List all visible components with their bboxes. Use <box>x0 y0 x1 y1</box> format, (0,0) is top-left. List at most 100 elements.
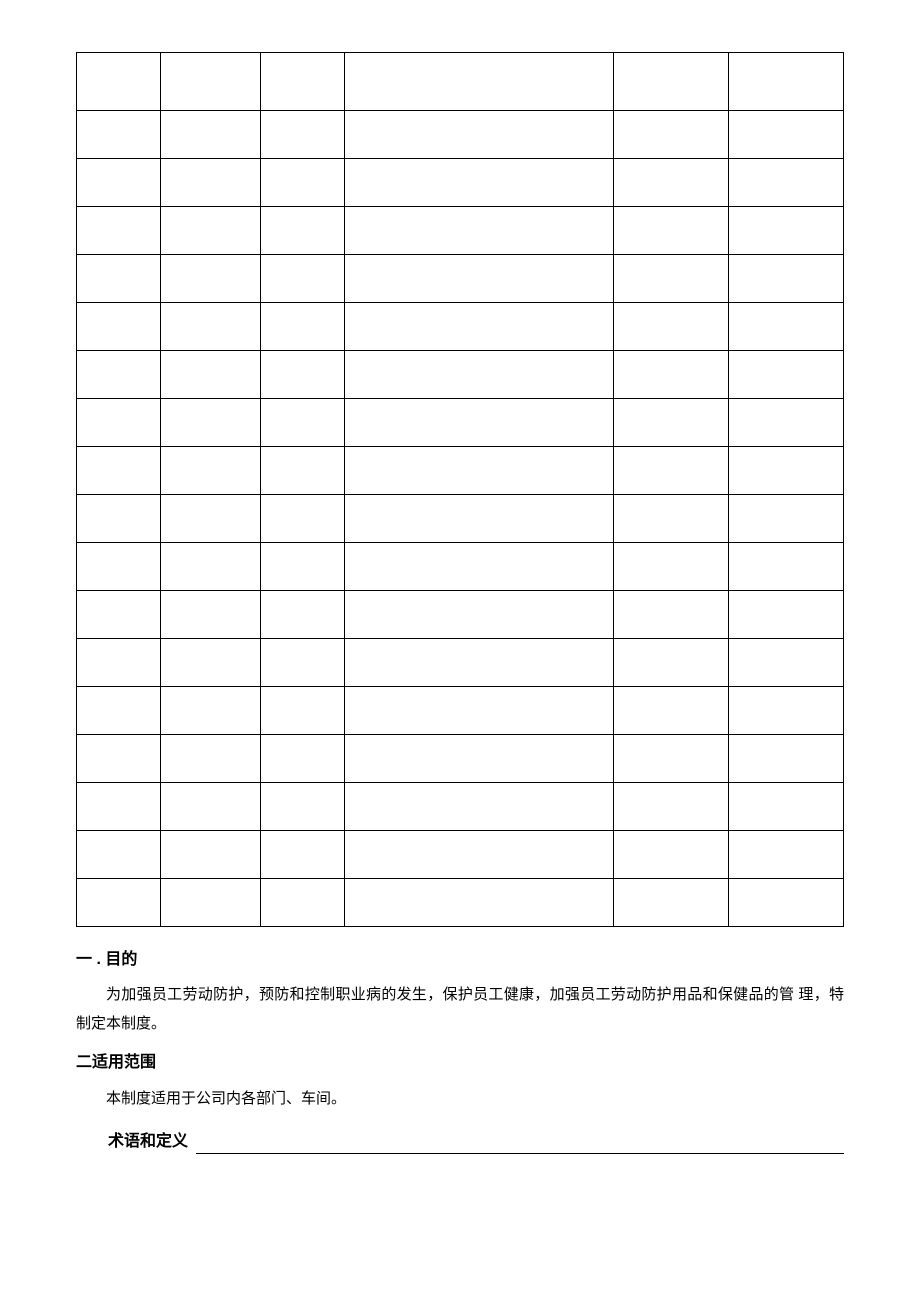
table-cell <box>261 735 345 783</box>
table-cell <box>345 447 613 495</box>
table-cell <box>77 399 161 447</box>
table-cell <box>613 879 728 927</box>
table-cell <box>613 351 728 399</box>
table-row <box>77 831 844 879</box>
table-cell <box>261 543 345 591</box>
table-cell <box>161 303 261 351</box>
table-cell <box>345 351 613 399</box>
table-cell <box>345 687 613 735</box>
table-cell <box>161 351 261 399</box>
table-cell <box>728 207 843 255</box>
table-cell <box>345 495 613 543</box>
table-cell <box>77 543 161 591</box>
table-cell <box>728 351 843 399</box>
table-cell <box>261 783 345 831</box>
table-cell <box>728 783 843 831</box>
table-cell <box>345 159 613 207</box>
table-row <box>77 879 844 927</box>
table-cell <box>345 53 613 111</box>
table-cell <box>261 879 345 927</box>
table-row <box>77 159 844 207</box>
table-cell <box>161 255 261 303</box>
table-cell <box>345 303 613 351</box>
table-cell <box>728 255 843 303</box>
table-cell <box>77 447 161 495</box>
table-cell <box>345 111 613 159</box>
empty-table <box>76 52 844 927</box>
section-2-body: 本制度适用于公司内各部门、车间。 <box>76 1085 844 1114</box>
section-1-body: 为加强员工劳动防护，预防和控制职业病的发生，保护员工健康，加强员工劳动防护用品和… <box>76 981 844 1038</box>
table-cell <box>613 207 728 255</box>
table-cell <box>345 255 613 303</box>
table-cell <box>77 639 161 687</box>
table-cell <box>728 831 843 879</box>
table-cell <box>345 783 613 831</box>
table-cell <box>261 447 345 495</box>
table-cell <box>161 399 261 447</box>
table-row <box>77 495 844 543</box>
table-cell <box>77 303 161 351</box>
table-cell <box>728 111 843 159</box>
table-row <box>77 639 844 687</box>
table-cell <box>77 783 161 831</box>
table-cell <box>77 255 161 303</box>
table-cell <box>77 207 161 255</box>
table-cell <box>77 831 161 879</box>
table-row <box>77 207 844 255</box>
table-cell <box>728 735 843 783</box>
table-cell <box>261 495 345 543</box>
table-cell <box>613 783 728 831</box>
table-cell <box>345 543 613 591</box>
table-cell <box>613 735 728 783</box>
table-cell <box>613 639 728 687</box>
table-body <box>77 53 844 927</box>
table-cell <box>345 399 613 447</box>
table-cell <box>728 879 843 927</box>
table-cell <box>261 687 345 735</box>
horizontal-rule <box>196 1153 844 1154</box>
table-cell <box>613 399 728 447</box>
table-cell <box>161 159 261 207</box>
table-cell <box>77 735 161 783</box>
page: 一 . 目的 为加强员工劳动防护，预防和控制职业病的发生，保护员工健康，加强员工… <box>0 52 920 1198</box>
table-cell <box>728 53 843 111</box>
table-cell <box>613 543 728 591</box>
section-3-term-label: 术语和定义 <box>76 1127 196 1157</box>
table-row <box>77 111 844 159</box>
table-cell <box>613 591 728 639</box>
table-row <box>77 255 844 303</box>
table-cell <box>161 591 261 639</box>
table-row <box>77 687 844 735</box>
table-row <box>77 591 844 639</box>
table-cell <box>728 543 843 591</box>
table-cell <box>613 687 728 735</box>
table-cell <box>728 303 843 351</box>
table-row <box>77 783 844 831</box>
table-row <box>77 543 844 591</box>
table-cell <box>613 255 728 303</box>
table-cell <box>613 53 728 111</box>
table-row <box>77 399 844 447</box>
table-cell <box>728 591 843 639</box>
table-cell <box>161 879 261 927</box>
table-cell <box>728 399 843 447</box>
table-cell <box>728 639 843 687</box>
table-cell <box>161 111 261 159</box>
table-cell <box>161 543 261 591</box>
table-cell <box>161 783 261 831</box>
table-cell <box>345 207 613 255</box>
table-cell <box>261 303 345 351</box>
table-cell <box>613 831 728 879</box>
table-cell <box>161 687 261 735</box>
table-cell <box>613 495 728 543</box>
table-cell <box>728 495 843 543</box>
table-cell <box>261 399 345 447</box>
table-cell <box>161 447 261 495</box>
table-cell <box>77 159 161 207</box>
table-cell <box>613 111 728 159</box>
table-cell <box>161 53 261 111</box>
table-cell <box>161 831 261 879</box>
table-cell <box>261 159 345 207</box>
table-cell <box>261 111 345 159</box>
table-cell <box>77 687 161 735</box>
